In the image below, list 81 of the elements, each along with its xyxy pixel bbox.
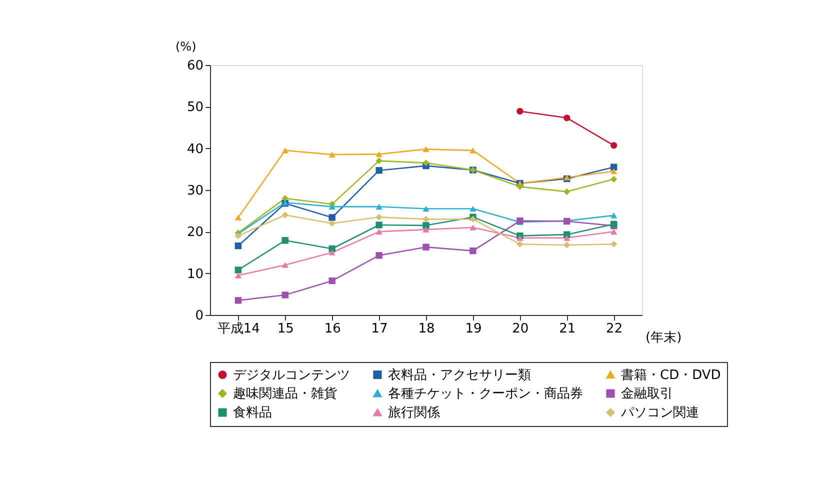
point bbox=[516, 183, 524, 190]
point bbox=[610, 176, 618, 183]
point bbox=[328, 250, 336, 256]
point bbox=[376, 214, 382, 220]
legend-label: 旅行関係 bbox=[388, 406, 440, 420]
point bbox=[422, 206, 430, 212]
point bbox=[470, 247, 476, 254]
y-tick-label: 20 bbox=[186, 225, 204, 240]
point bbox=[234, 272, 242, 278]
legend-label: 趣味関連品・雑貨 bbox=[233, 386, 337, 402]
legend-label: 金融取引 bbox=[621, 386, 673, 402]
point bbox=[234, 232, 242, 240]
x-tick-label: 20 bbox=[512, 322, 529, 336]
point bbox=[234, 266, 242, 274]
point bbox=[282, 292, 288, 298]
point bbox=[376, 167, 382, 174]
point bbox=[282, 262, 288, 268]
point bbox=[564, 188, 570, 196]
x-tick-label: 21 bbox=[559, 322, 576, 336]
point bbox=[376, 222, 382, 228]
x-tick-label: 平成14 bbox=[217, 322, 260, 336]
point bbox=[422, 244, 430, 250]
point bbox=[610, 142, 618, 149]
point bbox=[376, 228, 382, 235]
point bbox=[470, 148, 476, 154]
point bbox=[422, 222, 430, 229]
point bbox=[234, 297, 242, 304]
x-tick-label: 19 bbox=[465, 322, 482, 336]
point bbox=[610, 212, 618, 218]
point bbox=[328, 220, 336, 227]
legend-label: 書籍・CD・DVD bbox=[621, 368, 721, 383]
x-axis-title: (年末) bbox=[646, 330, 682, 346]
point bbox=[610, 228, 618, 235]
point bbox=[282, 212, 288, 218]
point bbox=[610, 240, 618, 248]
legend-label: デジタルコンテンツ bbox=[233, 368, 350, 383]
point bbox=[328, 245, 336, 252]
point bbox=[422, 216, 430, 223]
point bbox=[282, 237, 288, 244]
point bbox=[610, 164, 618, 170]
point bbox=[282, 194, 288, 202]
legend-label: 各種チケット・クーポン・商品券 bbox=[388, 386, 583, 402]
x-tick-label: 22 bbox=[606, 322, 623, 336]
y-tick-label: 60 bbox=[186, 58, 204, 74]
point bbox=[282, 148, 288, 154]
y-tick-label: 40 bbox=[186, 142, 204, 157]
y-tick-label: 50 bbox=[186, 100, 204, 116]
x-tick-label: 15 bbox=[277, 322, 294, 336]
point bbox=[610, 168, 618, 174]
point bbox=[328, 204, 336, 210]
y-tick-label: 30 bbox=[186, 184, 204, 198]
point bbox=[328, 152, 336, 158]
legend-label: 食料品 bbox=[233, 406, 272, 420]
y-tick-label: 10 bbox=[186, 266, 204, 282]
point bbox=[516, 240, 524, 248]
point bbox=[376, 157, 382, 164]
point bbox=[328, 214, 336, 221]
point bbox=[470, 216, 476, 223]
point bbox=[234, 242, 242, 250]
point bbox=[376, 204, 382, 210]
legend-label: 衣料品・アクセサリー類 bbox=[388, 368, 531, 383]
point bbox=[564, 242, 570, 248]
point bbox=[564, 114, 570, 122]
point bbox=[234, 214, 242, 220]
y-tick-label: 0 bbox=[195, 308, 204, 324]
point bbox=[516, 235, 524, 241]
point bbox=[470, 206, 476, 212]
point bbox=[376, 151, 382, 158]
point bbox=[564, 235, 570, 241]
point bbox=[470, 224, 476, 230]
legend-label: パソコン関連 bbox=[620, 406, 699, 420]
point bbox=[422, 146, 430, 152]
x-tick-label: 17 bbox=[371, 322, 388, 336]
point bbox=[516, 108, 524, 115]
x-tick-label: 18 bbox=[418, 322, 435, 336]
x-tick-label: 16 bbox=[324, 322, 341, 336]
point bbox=[328, 277, 336, 284]
point bbox=[376, 252, 382, 259]
y-axis-title: (%) bbox=[176, 40, 196, 54]
point bbox=[422, 226, 430, 232]
point bbox=[422, 160, 430, 166]
